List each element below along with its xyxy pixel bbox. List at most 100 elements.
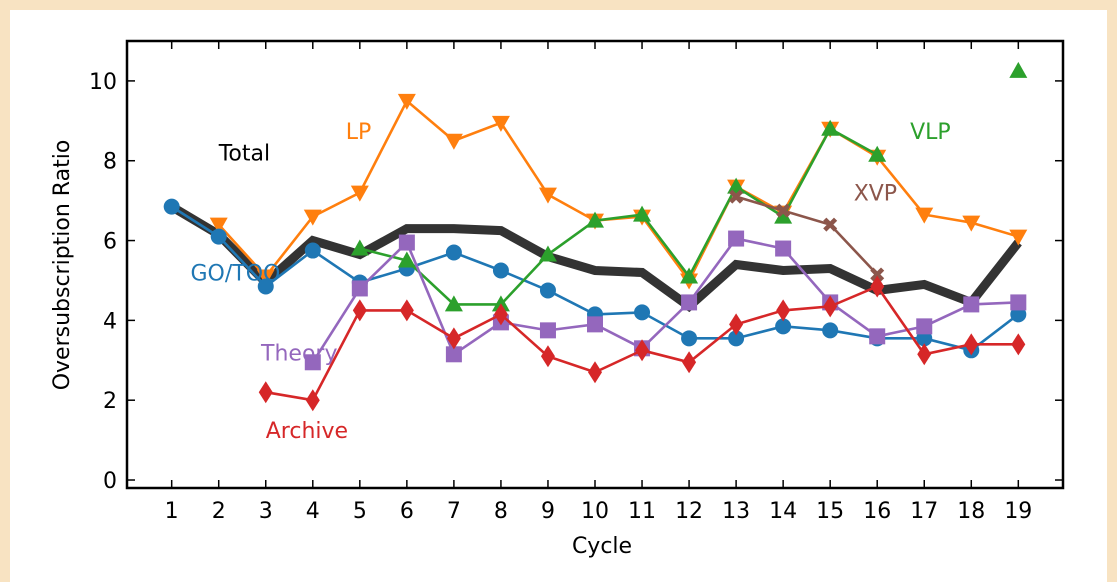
y-tick-label: 4 (103, 309, 117, 334)
x-tick-label: 11 (628, 499, 656, 524)
series-lp (209, 93, 1028, 290)
y-tick-label: 10 (89, 70, 117, 95)
series-line-lp (217, 98, 1019, 283)
x-tick-label: 14 (769, 499, 797, 524)
data-point (257, 278, 274, 295)
series-label-total: Total (218, 142, 270, 167)
data-point (635, 339, 650, 362)
data-point (822, 322, 839, 339)
data-point (305, 389, 320, 412)
x-tick-label: 6 (400, 499, 414, 524)
data-point (775, 240, 792, 257)
data-point (776, 203, 791, 218)
series-xvp (729, 189, 885, 282)
data-point (351, 280, 368, 297)
series-label-theory: Theory (260, 341, 337, 366)
data-point (210, 228, 227, 245)
data-point (728, 230, 745, 247)
data-point (916, 318, 933, 335)
y-tick-label: 6 (103, 230, 117, 255)
data-point (492, 262, 509, 279)
data-point (538, 245, 557, 262)
series-theory (304, 230, 1027, 371)
data-point (588, 361, 602, 384)
data-point (729, 313, 744, 336)
data-point (776, 299, 791, 322)
data-point (680, 267, 699, 284)
data-point (962, 215, 981, 232)
data-point (397, 251, 416, 268)
data-point (587, 316, 603, 333)
x-tick-label: 16 (863, 499, 891, 524)
x-tick-label: 9 (541, 499, 555, 524)
data-point (399, 299, 414, 322)
annotation-layer: Total LP VLP XVP GO/TOO Theory Archive (190, 120, 950, 444)
series-archive (258, 275, 1026, 412)
data-point (304, 242, 321, 259)
data-point (444, 133, 463, 150)
data-point (869, 328, 886, 345)
series-line-xvp (735, 195, 879, 276)
x-axis-label: Cycle (572, 534, 632, 559)
data-point (823, 295, 838, 318)
data-point (774, 207, 793, 224)
y-axis-label: Oversubscription Ratio (50, 140, 75, 391)
data-point (163, 198, 180, 215)
x-tick-label: 10 (581, 499, 609, 524)
data-point (398, 234, 415, 251)
series-label-go-too: GO/TOO (190, 261, 280, 286)
series-label-xvp: XVP (854, 182, 897, 207)
data-point (915, 207, 934, 224)
x-tick-label: 3 (259, 499, 273, 524)
series-vlp (350, 119, 887, 312)
data-point (586, 211, 604, 228)
data-point (1009, 61, 1028, 78)
y-tick-label: 8 (103, 150, 117, 175)
data-point (821, 119, 840, 136)
data-point (963, 296, 980, 313)
data-point (539, 322, 556, 339)
data-point (539, 282, 556, 299)
data-point (917, 343, 932, 366)
series-go-too (163, 198, 1027, 359)
data-point (823, 217, 838, 232)
y-tick-label: 2 (103, 389, 117, 414)
x-tick-label: 17 (910, 499, 938, 524)
data-point (446, 327, 461, 350)
x-tick-label: 13 (722, 499, 750, 524)
data-point (868, 145, 887, 162)
data-point (870, 275, 885, 298)
x-tick-label: 7 (447, 499, 461, 524)
data-point (1011, 333, 1026, 356)
data-point (303, 209, 322, 226)
y-tick-label: 0 (103, 469, 117, 494)
x-tick-label: 18 (957, 499, 985, 524)
x-tick-label: 15 (816, 499, 844, 524)
x-tick-label: 2 (212, 499, 226, 524)
data-point (444, 295, 463, 312)
data-point (729, 189, 744, 204)
series-line-vlp (359, 127, 878, 306)
data-point (350, 185, 369, 202)
data-point (775, 318, 792, 335)
data-point (491, 115, 510, 132)
series-label-lp: LP (346, 120, 372, 145)
data-point (256, 269, 275, 286)
data-point (445, 244, 462, 261)
data-point (727, 177, 746, 194)
data-point (538, 187, 557, 204)
x-tick-label: 8 (494, 499, 508, 524)
data-point (209, 217, 228, 234)
data-point (682, 351, 697, 374)
data-point (1009, 229, 1028, 246)
data-point (633, 205, 652, 222)
x-tick-label: 1 (165, 499, 179, 524)
series-label-archive: Archive (266, 419, 348, 444)
x-tick-label: 19 (1004, 499, 1032, 524)
data-point (681, 330, 698, 347)
x-tick-label: 4 (306, 499, 320, 524)
data-point (258, 381, 273, 404)
data-point (964, 333, 979, 356)
